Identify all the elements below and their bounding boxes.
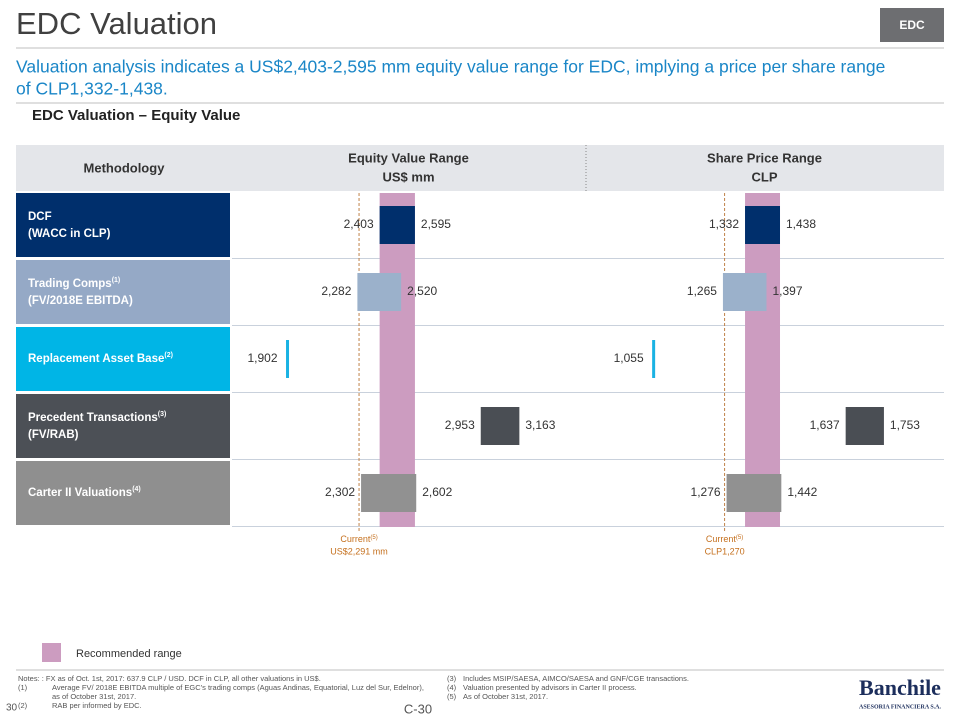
current-title-text: Current (340, 534, 371, 544)
page-code: C-30 (404, 701, 432, 716)
tag: EDC (899, 18, 925, 32)
low-label: 1,265 (687, 284, 717, 298)
current-note: (5) (736, 535, 743, 541)
legend-swatch (42, 643, 61, 662)
row-label: Replacement Asset Base(2) (28, 352, 173, 365)
row-label-name: Trading Comps (28, 278, 112, 290)
current-label: US$2,291 mm (330, 546, 388, 556)
range-bar (726, 474, 782, 512)
low-label: 2,282 (321, 284, 351, 298)
point-marker (652, 340, 656, 378)
header-row (16, 145, 944, 191)
high-label: 3,163 (525, 418, 555, 432)
low-label: 2,403 (344, 217, 374, 231)
high-label: 1,442 (787, 485, 817, 499)
footnote-text: Valuation presented by advisors in Carte… (463, 683, 637, 692)
notes: Notes: : FX as of Oct. 1st, 2017: 637.9 … (18, 674, 321, 683)
range-bar (480, 407, 520, 445)
row-label-box (16, 193, 230, 257)
row-label: DCF (28, 211, 52, 223)
high-label: 2,520 (407, 284, 437, 298)
low-label: 2,302 (325, 485, 355, 499)
current-title: Current(5) (706, 534, 743, 544)
high-label: 1,438 (786, 217, 816, 231)
row-label-note: (1) (112, 277, 121, 284)
footnote-text: Includes MSIP/SAESA, AIMCO/SAESA and GNF… (463, 674, 689, 683)
footnote-text: as of October 31st, 2017. (52, 692, 136, 701)
recommended-range (379, 193, 415, 527)
high-label: 2,602 (422, 485, 452, 499)
range-bar (745, 206, 781, 244)
subtitle: of CLP1,332-1,438. (16, 79, 168, 99)
column-header: Equity Value Range (348, 150, 469, 165)
range-bar (361, 474, 417, 512)
row-label-box (16, 461, 230, 525)
point-label: 1,902 (247, 351, 277, 365)
footnote-number: (2) (18, 701, 28, 710)
legend-label: Recommended range (76, 648, 182, 660)
row-label-box (16, 260, 230, 324)
column-header: Methodology (84, 160, 166, 175)
subtitle: Valuation analysis indicates a US$2,403-… (16, 57, 885, 77)
row-label-name: Carter II Valuations (28, 487, 132, 499)
logo: Banchile (859, 675, 941, 700)
row-label-note: (2) (164, 352, 173, 359)
row-label-name: Precedent Transactions (28, 412, 158, 424)
current-note: (5) (370, 535, 377, 541)
title: EDC Valuation (16, 6, 217, 41)
row-label: Carter II Valuations(4) (28, 486, 141, 499)
row-label: Trading Comps(1) (28, 277, 120, 290)
range-bar (722, 273, 767, 311)
point-marker (286, 340, 290, 378)
column-unit: US$ mm (382, 169, 434, 184)
low-label: 2,953 (445, 418, 475, 432)
row-label: Precedent Transactions(3) (28, 411, 166, 424)
high-label: 2,595 (421, 217, 451, 231)
range-bar (845, 407, 884, 445)
footnote-text: As of October 31st, 2017. (463, 692, 548, 701)
row-label-note: (4) (132, 486, 141, 493)
row-label-box (16, 394, 230, 458)
row-label-name: Replacement Asset Base (28, 353, 164, 365)
point-label: 1,055 (614, 351, 644, 365)
footnote-text: RAB per informed by EDC. (52, 701, 142, 710)
low-label: 1,276 (691, 485, 721, 499)
footnote-number: (1) (18, 683, 28, 692)
footnote-text: Average FV/ 2018E EBITDA multiple of EGC… (52, 683, 424, 692)
current-label: CLP1,270 (705, 546, 745, 556)
recommended-range (745, 193, 781, 527)
range-bar (357, 273, 402, 311)
column-header: Share Price Range (707, 150, 822, 165)
row-label-sub: (WACC in CLP) (28, 228, 111, 240)
low-label: 1,637 (810, 418, 840, 432)
row-label-sub: (FV/RAB) (28, 429, 79, 441)
row-label-sub: (FV/2018E EBITDA) (28, 295, 133, 307)
page-number: 30 (6, 703, 18, 714)
high-label: 1,397 (772, 284, 802, 298)
tag-box (880, 8, 944, 42)
footnote-number: (3) (447, 674, 457, 683)
current-title-text: Current (706, 534, 737, 544)
footnote-number: (5) (447, 692, 457, 701)
footnote-number: (4) (447, 683, 457, 692)
high-label: 1,753 (890, 418, 920, 432)
range-bar (379, 206, 415, 244)
low-label: 1,332 (709, 217, 739, 231)
section-title: EDC Valuation – Equity Value (32, 107, 240, 124)
row-label-name: DCF (28, 211, 52, 223)
current-title: Current(5) (340, 534, 377, 544)
logo-sub: ASESORIA FINANCIERA S.A. (859, 704, 942, 710)
row-label-box (16, 327, 230, 391)
column-unit: CLP (752, 169, 778, 184)
row-label-note: (3) (158, 411, 167, 418)
